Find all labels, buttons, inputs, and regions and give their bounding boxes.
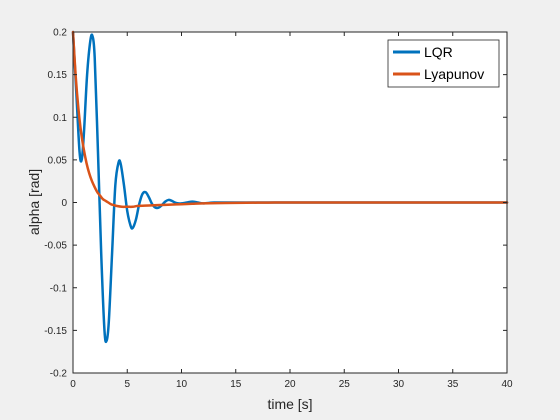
- legend-label-lyapunov: Lyapunov: [424, 66, 484, 82]
- y-tick-label: 0: [61, 198, 67, 209]
- x-tick-label: 5: [124, 379, 130, 390]
- ticks-layer: 0 5 10 15 20 25 30 35 40 -0.2 -0.15 -0.1 -0.05 0 0.05 0…: [44, 28, 513, 391]
- y-tick-label: -0.1: [50, 283, 68, 294]
- y-axis-label: alpha [rad]: [26, 169, 42, 235]
- y-tick-label: 0.05: [48, 155, 68, 166]
- y-tick-label: 0.1: [53, 113, 67, 124]
- y-tick-label: 0.2: [53, 28, 67, 39]
- x-tick-label: 40: [501, 379, 513, 390]
- legend: LQR Lyapunov: [387, 39, 500, 88]
- legend-box: [387, 39, 500, 88]
- x-tick-label: 25: [339, 379, 351, 390]
- series-line-lyapunov: [71, 30, 509, 209]
- y-tick-label: -0.05: [44, 241, 67, 252]
- x-axis-label: time [s]: [267, 396, 312, 412]
- y-tick-label: -0.2: [50, 369, 68, 380]
- x-tick-label: 20: [284, 379, 296, 390]
- x-tick-label: 30: [393, 379, 405, 390]
- x-tick-label: 35: [447, 379, 459, 390]
- x-tick-label: 15: [230, 379, 242, 390]
- legend-label-lqr: LQR: [424, 44, 453, 60]
- x-tick-label: 0: [70, 379, 76, 390]
- series-layer: [71, 30, 509, 344]
- x-tick-label: 10: [176, 379, 188, 390]
- y-tick-label: -0.15: [44, 326, 67, 337]
- y-tick-label: 0.15: [48, 70, 68, 81]
